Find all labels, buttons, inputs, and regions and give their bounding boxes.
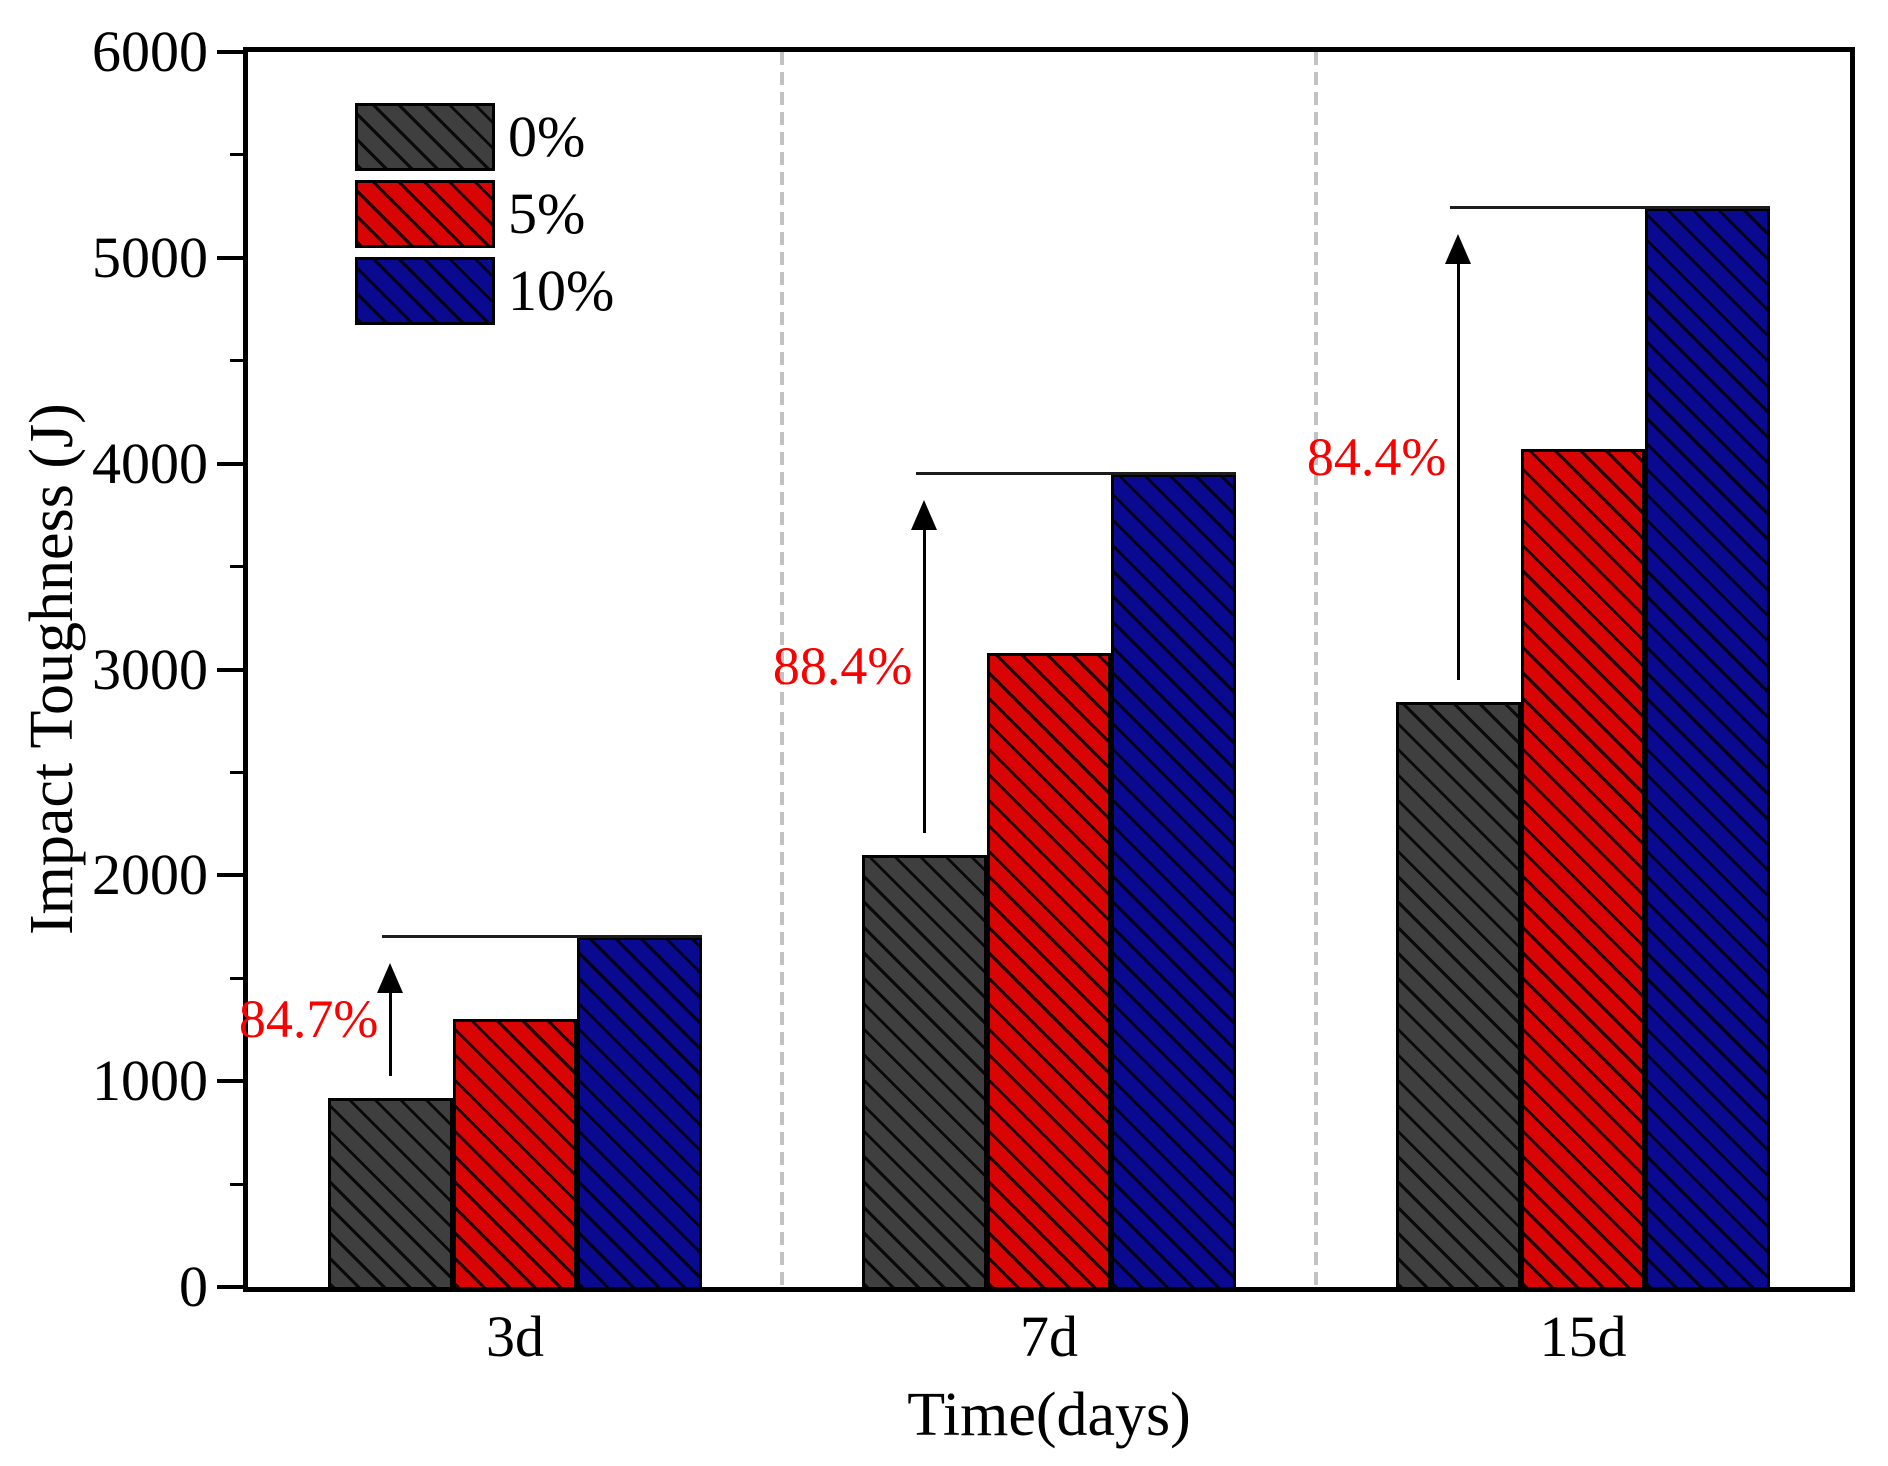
- annotation-reference-line: [382, 935, 703, 939]
- y-axis-major-tick: [217, 1285, 243, 1289]
- bar-3d-5pct: [452, 1019, 578, 1287]
- y-axis-minor-tick: [230, 359, 243, 363]
- legend-swatch-5pct: [355, 180, 495, 248]
- x-axis-tick-label: 7d: [1020, 1304, 1078, 1369]
- y-axis-major-tick: [217, 667, 243, 672]
- annotation-reference-line: [1450, 206, 1771, 210]
- y-axis-tick-label: 5000: [92, 224, 208, 290]
- plot-area: 84.7% 88.4% 84.4%: [239, 47, 1855, 1292]
- group-separator-dashed-line: [780, 52, 784, 1287]
- y-axis-minor-tick: [230, 565, 243, 569]
- annotation-percent-label: 88.4%: [772, 636, 913, 697]
- bar-15d-0pct: [1395, 702, 1521, 1287]
- annotation-arrow-shaft: [388, 991, 392, 1076]
- legend-entry-label: 10%: [508, 258, 615, 323]
- y-axis-tick-label: 2000: [92, 842, 208, 908]
- y-axis-major-tick: [217, 461, 243, 466]
- group-separator-dashed-line: [1314, 52, 1318, 1287]
- y-axis-minor-tick: [230, 770, 243, 774]
- legend-swatch-0pct: [355, 103, 495, 171]
- annotation-arrow-up-icon: [1445, 234, 1472, 265]
- annotation-percent-label: 84.7%: [238, 989, 379, 1050]
- y-axis-major-tick: [217, 873, 243, 878]
- y-axis-minor-tick: [230, 1182, 243, 1186]
- y-axis-minor-tick: [230, 153, 243, 157]
- annotation-reference-line: [916, 471, 1237, 475]
- annotation-arrow-up-icon: [911, 499, 938, 530]
- y-axis-tick-label: 3000: [92, 636, 208, 702]
- bar-15d-10pct: [1645, 208, 1771, 1287]
- y-axis-tick-label: 0: [179, 1254, 208, 1319]
- y-axis-tick-label: 1000: [92, 1048, 208, 1114]
- y-axis-major-tick: [217, 50, 243, 54]
- legend-swatch-10pct: [355, 257, 495, 325]
- y-axis-major-tick: [217, 255, 243, 260]
- y-axis-tick-label: 6000: [92, 19, 208, 84]
- bar-3d-0pct: [327, 1097, 453, 1287]
- annotation-arrow-shaft: [922, 527, 926, 833]
- bar-7d-0pct: [861, 854, 987, 1287]
- bar-7d-10pct: [1111, 473, 1237, 1287]
- x-axis-tick-label: 15d: [1539, 1304, 1627, 1369]
- y-axis-minor-tick: [230, 976, 243, 980]
- annotation-percent-label: 84.4%: [1306, 427, 1447, 488]
- bar-15d-5pct: [1520, 449, 1646, 1287]
- x-axis-tick-label: 3d: [486, 1304, 544, 1369]
- annotation-arrow-up-icon: [377, 963, 404, 994]
- bar-3d-10pct: [577, 937, 703, 1287]
- legend-entry-label: 0%: [508, 104, 586, 169]
- annotation-arrow-shaft: [1456, 262, 1460, 681]
- y-axis-tick-label: 4000: [92, 430, 208, 496]
- x-axis-title: Time(days): [907, 1381, 1191, 1449]
- y-axis-major-tick: [217, 1079, 243, 1084]
- legend-entry-label: 5%: [508, 181, 586, 246]
- bar-7d-5pct: [986, 653, 1112, 1287]
